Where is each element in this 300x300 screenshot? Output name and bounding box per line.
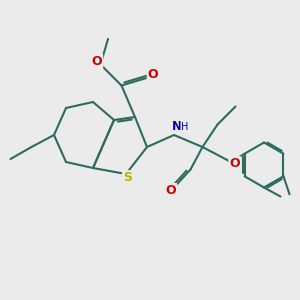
- Text: N: N: [171, 120, 182, 133]
- Text: H: H: [181, 122, 188, 132]
- Text: O: O: [229, 157, 240, 170]
- Text: O: O: [166, 184, 176, 197]
- Text: S: S: [123, 171, 132, 184]
- Text: O: O: [148, 68, 158, 82]
- Text: O: O: [92, 55, 102, 68]
